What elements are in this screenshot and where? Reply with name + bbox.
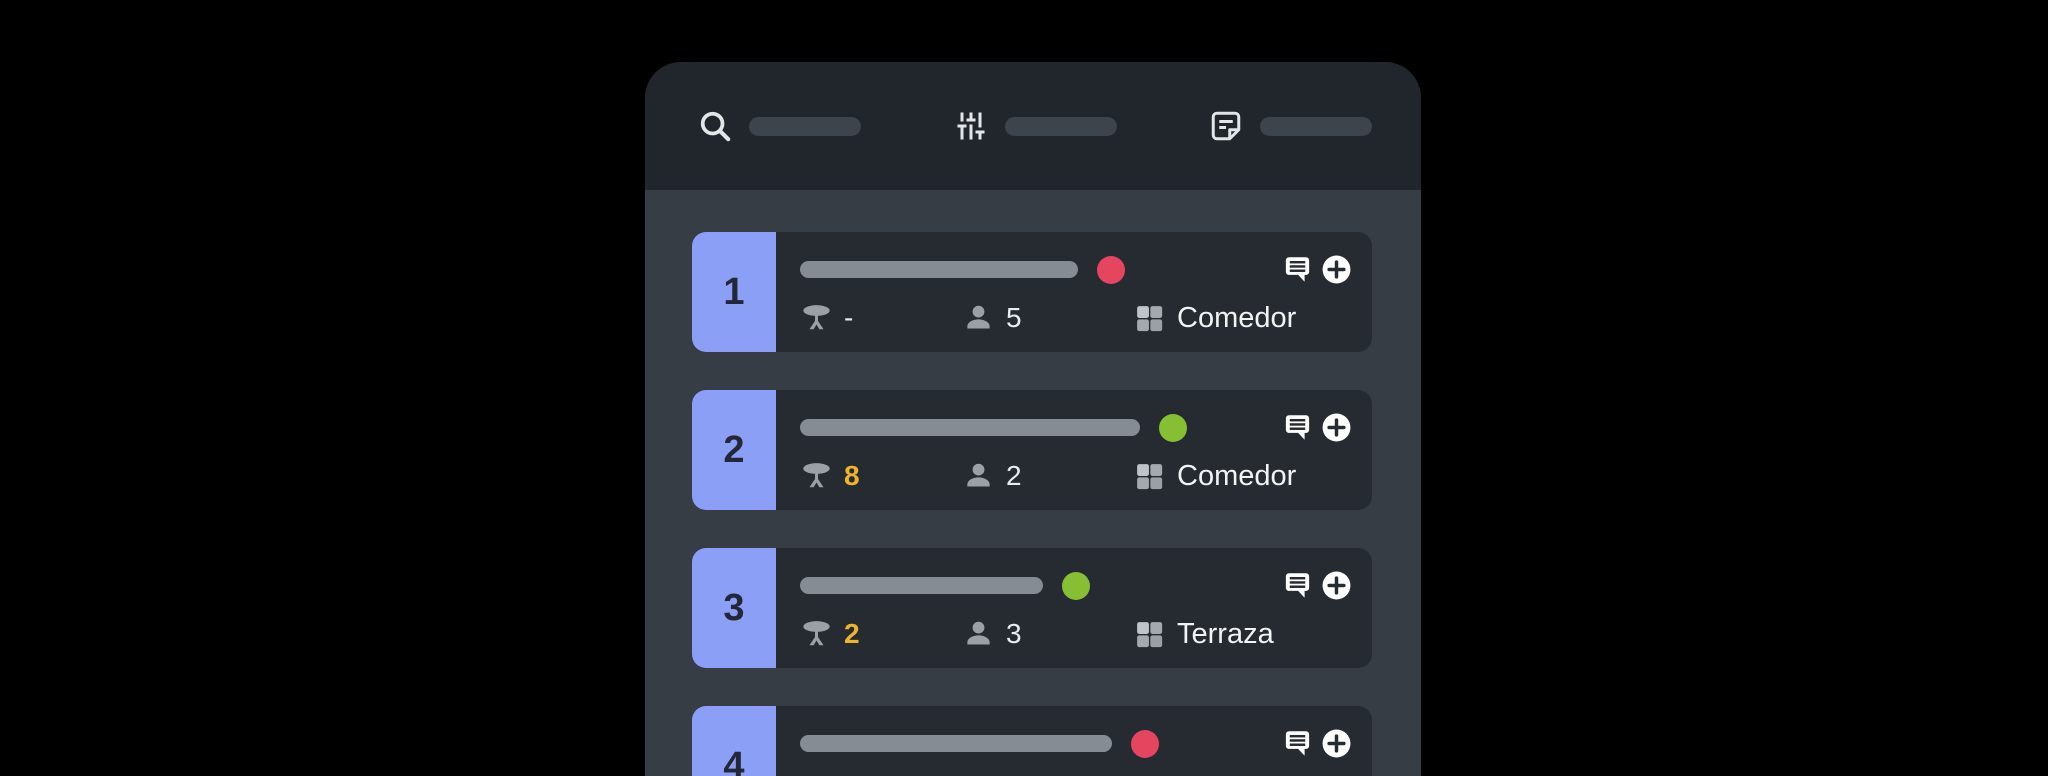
zone-stat: Comedor bbox=[1133, 460, 1296, 493]
person-icon bbox=[967, 305, 990, 329]
tables-count: 8 bbox=[844, 460, 860, 491]
guests-stat: 5 bbox=[962, 302, 1133, 335]
status-dot bbox=[1131, 729, 1159, 758]
tables-count: - bbox=[844, 302, 854, 333]
row-content bbox=[776, 706, 1372, 776]
table-icon bbox=[803, 462, 830, 487]
comment-icon[interactable] bbox=[1282, 570, 1313, 601]
add-icon[interactable] bbox=[1321, 254, 1352, 285]
tables-count: 2 bbox=[844, 618, 860, 649]
status-dot bbox=[1062, 571, 1090, 600]
table-icon bbox=[803, 304, 830, 329]
row-stats: - 5 Comedor bbox=[800, 301, 1352, 335]
tune-filter-icon[interactable] bbox=[953, 108, 989, 144]
position-badge: 3 bbox=[692, 548, 776, 668]
queue-row[interactable]: 2 8 2 bbox=[692, 390, 1372, 510]
comment-icon[interactable] bbox=[1282, 412, 1313, 443]
guests-stat: 2 bbox=[962, 460, 1133, 493]
waitlist-panel: 1 - 5 bbox=[645, 62, 1421, 776]
grid-zone-icon bbox=[1137, 621, 1163, 647]
note-icon[interactable] bbox=[1208, 108, 1244, 144]
toolbar bbox=[645, 62, 1421, 190]
skeleton-bar bbox=[800, 419, 1140, 436]
row-top-line bbox=[800, 570, 1352, 601]
search-group[interactable] bbox=[697, 108, 861, 144]
search-icon[interactable] bbox=[697, 108, 733, 144]
notes-placeholder-bar[interactable] bbox=[1260, 116, 1372, 136]
table-icon bbox=[803, 620, 830, 645]
add-icon[interactable] bbox=[1321, 728, 1352, 759]
status-dot bbox=[1097, 255, 1125, 284]
row-top-line bbox=[800, 254, 1352, 285]
guests-count: 5 bbox=[1006, 302, 1022, 333]
zone-label: Comedor bbox=[1177, 459, 1297, 492]
comment-icon[interactable] bbox=[1282, 254, 1313, 285]
row-content: 2 3 Terraza bbox=[776, 548, 1372, 668]
add-icon[interactable] bbox=[1321, 412, 1352, 443]
tables-stat: 2 bbox=[800, 618, 962, 651]
queue-row[interactable]: 3 2 3 bbox=[692, 548, 1372, 668]
row-content: - 5 Comedor bbox=[776, 232, 1372, 352]
zone-label: Terraza bbox=[1177, 617, 1274, 650]
zone-stat: Comedor bbox=[1133, 302, 1296, 335]
row-stats: 2 3 Terraza bbox=[800, 617, 1352, 651]
zone-stat: Terraza bbox=[1133, 618, 1274, 651]
filter-placeholder-bar[interactable] bbox=[1004, 116, 1117, 136]
guests-count: 3 bbox=[1006, 618, 1022, 649]
person-icon bbox=[967, 463, 990, 487]
comment-icon[interactable] bbox=[1282, 728, 1313, 759]
queue-list: 1 - 5 bbox=[645, 190, 1421, 776]
tables-stat: 8 bbox=[800, 460, 962, 493]
person-icon bbox=[967, 621, 990, 645]
position-badge: 1 bbox=[692, 232, 776, 352]
row-actions bbox=[1282, 412, 1352, 443]
row-actions bbox=[1282, 254, 1352, 285]
queue-row[interactable]: 1 - 5 bbox=[692, 232, 1372, 352]
row-actions bbox=[1282, 728, 1352, 759]
grid-zone-icon bbox=[1137, 305, 1163, 331]
grid-zone-icon bbox=[1137, 463, 1163, 489]
skeleton-bar bbox=[800, 735, 1112, 752]
notes-group[interactable] bbox=[1208, 108, 1372, 144]
filter-group[interactable] bbox=[953, 108, 1117, 144]
zone-label: Comedor bbox=[1177, 301, 1297, 334]
tables-stat: - bbox=[800, 302, 962, 335]
search-placeholder-bar[interactable] bbox=[749, 116, 861, 136]
queue-row[interactable]: 4 bbox=[692, 706, 1372, 776]
skeleton-bar bbox=[800, 577, 1043, 594]
add-icon[interactable] bbox=[1321, 570, 1352, 601]
status-dot bbox=[1159, 413, 1187, 442]
position-badge: 4 bbox=[692, 706, 776, 776]
row-top-line bbox=[800, 728, 1352, 759]
row-content: 8 2 Comedor bbox=[776, 390, 1372, 510]
guests-count: 2 bbox=[1006, 460, 1022, 491]
guests-stat: 3 bbox=[962, 618, 1133, 651]
position-badge: 2 bbox=[692, 390, 776, 510]
row-top-line bbox=[800, 412, 1352, 443]
row-actions bbox=[1282, 570, 1352, 601]
skeleton-bar bbox=[800, 261, 1078, 278]
row-stats: 8 2 Comedor bbox=[800, 459, 1352, 493]
